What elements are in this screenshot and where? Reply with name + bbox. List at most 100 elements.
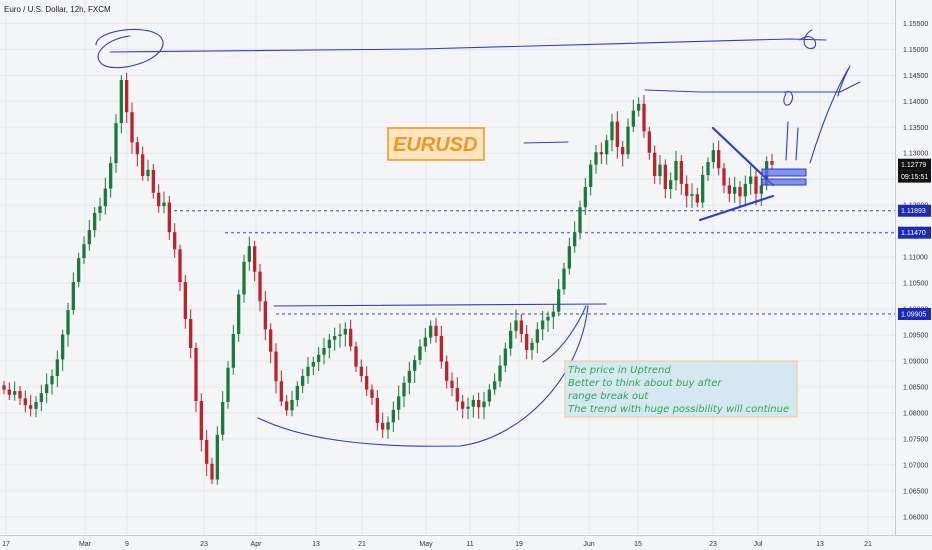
- candle-body: [679, 161, 683, 184]
- time-tick-label: 19: [515, 541, 523, 548]
- candle-body: [210, 463, 214, 480]
- symbol-label-box[interactable]: EURUSD: [387, 127, 485, 161]
- candle-body: [573, 232, 577, 247]
- time-tick-label: 9: [125, 541, 129, 548]
- price-tick-label: 1.07500: [903, 436, 928, 443]
- candle-body: [706, 162, 710, 176]
- price-tick-label: 1.15500: [903, 21, 928, 28]
- range-mid-line: [273, 303, 607, 307]
- candle-body: [381, 422, 385, 430]
- candle-body: [306, 366, 310, 377]
- breakout-zone-1: [761, 168, 807, 177]
- candle-body: [695, 194, 699, 203]
- candle-body: [194, 348, 198, 401]
- symbol-label-text: EURUSD: [393, 134, 477, 156]
- candle-body: [461, 401, 465, 409]
- candle-body: [541, 320, 545, 330]
- candle-body: [669, 180, 673, 190]
- tick-mark-2: [795, 127, 799, 161]
- candle-body: [295, 385, 299, 400]
- candle-body: [327, 339, 331, 349]
- candle-body: [2, 385, 6, 390]
- candle-body: [647, 131, 651, 153]
- price-tag-bg: [898, 158, 931, 171]
- drawings: [95, 28, 861, 447]
- candle-body: [493, 381, 497, 390]
- candle-body: [685, 183, 689, 196]
- note-background: [564, 360, 798, 418]
- rising-trendline: [542, 305, 587, 363]
- candle-body: [242, 261, 246, 295]
- candle-body: [434, 325, 438, 337]
- candle-body: [562, 268, 566, 290]
- price-tick-label: 1.13500: [903, 125, 928, 132]
- candles: [2, 72, 774, 485]
- candle-body: [237, 294, 241, 334]
- dashed-levels: [168, 210, 895, 315]
- candle-body: [477, 399, 481, 408]
- candle-body: [743, 183, 747, 197]
- candle-body: [87, 230, 91, 245]
- time-tick-label: Jun: [583, 541, 594, 548]
- candle-body: [215, 434, 219, 480]
- candle-body: [621, 146, 625, 155]
- time-axis[interactable]: 17 Mar 9 23 Apr 13 21 May 11 19 Jun 15 23 Jul 13 21: [2, 541, 872, 548]
- candle-body: [34, 402, 38, 409]
- candle-body: [498, 365, 502, 382]
- time-tick-label: Mar: [79, 541, 92, 548]
- candle-body: [311, 362, 315, 367]
- candle-body: [151, 169, 155, 193]
- time-tick-label: 13: [816, 541, 824, 548]
- candle-body: [642, 103, 646, 132]
- candle-body: [274, 351, 278, 382]
- candle-body: [615, 121, 619, 147]
- candle-body: [205, 439, 209, 464]
- candle-body: [7, 389, 11, 395]
- price-tick-label: 1.14500: [903, 73, 928, 80]
- candle-body: [322, 348, 326, 355]
- time-tick-label: 17: [2, 541, 10, 548]
- note-line-4: The trend with huge possibility will con…: [568, 404, 789, 415]
- candle-body: [141, 154, 145, 177]
- candle-body: [55, 359, 59, 377]
- time-tick-label: May: [419, 541, 433, 548]
- triangle-lower-line: [698, 194, 775, 222]
- candle-body: [589, 164, 593, 187]
- candle-body: [119, 79, 123, 124]
- candle-body: [253, 246, 257, 272]
- candle-body: [343, 328, 347, 335]
- candle-body: [279, 381, 283, 402]
- candle-body: [135, 142, 139, 155]
- candle-body: [359, 366, 363, 377]
- candle-body: [263, 301, 267, 330]
- candle-body: [317, 354, 321, 363]
- time-tick-label: 21: [864, 541, 872, 548]
- candle-body: [77, 258, 81, 283]
- candle-body: [509, 330, 513, 349]
- candle-body: [50, 376, 54, 385]
- candle-body: [690, 194, 694, 196]
- candle-body: [146, 169, 150, 177]
- price-tag-text: 1.11470: [901, 230, 926, 237]
- candle-body: [557, 289, 561, 312]
- candle-body: [114, 123, 118, 164]
- candle-body: [637, 103, 641, 111]
- candle-body: [658, 164, 662, 177]
- price-tag-text: 1.09905: [901, 311, 926, 318]
- price-tick-label: 1.06500: [903, 488, 928, 495]
- candle-body: [391, 409, 395, 423]
- price-tag-text: 1.11893: [901, 208, 926, 215]
- price-tag-bg: [898, 226, 931, 239]
- candle-body: [583, 186, 587, 208]
- candle-body: [349, 328, 353, 347]
- candle-body: [66, 310, 70, 335]
- candle-body: [722, 168, 726, 186]
- candle-body: [503, 348, 507, 366]
- price-tick-label: 1.15000: [903, 47, 928, 54]
- candle-body: [530, 342, 534, 351]
- candle-body: [717, 150, 721, 169]
- candle-body: [429, 325, 433, 338]
- analysis-note-box[interactable]: The price in Uptrend Better to think abo…: [564, 360, 798, 418]
- price-tag-text: 1.12779: [901, 162, 926, 169]
